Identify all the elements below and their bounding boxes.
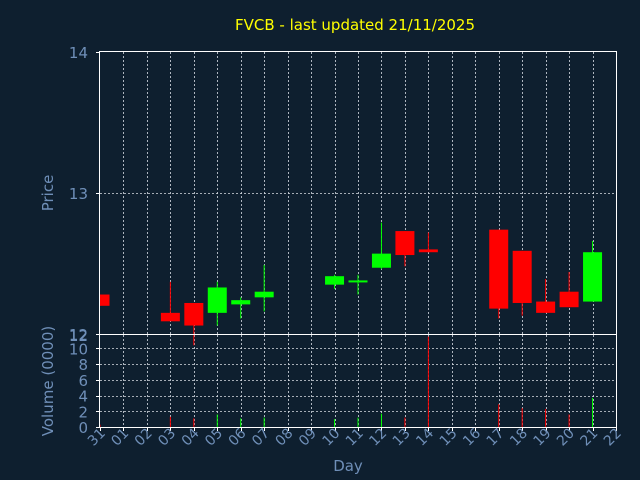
x-tick-label: 14 xyxy=(413,425,437,449)
x-tick-label: 16 xyxy=(460,425,484,449)
x-tick-label: 12 xyxy=(366,426,390,450)
volume-tick-label: 12 xyxy=(69,327,88,345)
x-tick-label: 03 xyxy=(155,426,179,450)
x-tick-label: 08 xyxy=(273,426,297,450)
candle-body xyxy=(512,250,532,303)
candle-body xyxy=(583,252,603,302)
candles xyxy=(99,222,603,346)
candle-body xyxy=(160,312,180,322)
x-tick-label: 18 xyxy=(507,426,531,450)
candle-body xyxy=(254,291,274,298)
x-tick-label: 19 xyxy=(531,426,555,450)
volume-tick-label: 0 xyxy=(78,419,88,437)
volume-bars xyxy=(99,336,594,427)
volume-grid xyxy=(100,335,616,427)
x-tick-label: 13 xyxy=(390,426,414,450)
price-tick-label: 12 xyxy=(69,326,88,344)
x-tick-label: 17 xyxy=(484,426,508,450)
price-tick-label: 13 xyxy=(69,185,88,203)
candle-body xyxy=(395,231,415,256)
volume-tick-label: 8 xyxy=(78,356,88,374)
volume-tick-label: 10 xyxy=(69,340,88,358)
x-tick-label: 15 xyxy=(437,426,461,450)
price-tick-label: 14 xyxy=(69,44,88,62)
x-axis-label: Day xyxy=(333,457,363,475)
candle-body xyxy=(348,280,368,283)
candle-body xyxy=(231,300,251,305)
x-tick-label: 05 xyxy=(202,426,226,450)
x-tick-label: 31 xyxy=(85,426,109,450)
x-tick-label: 10 xyxy=(319,426,343,450)
x-tick-label: 07 xyxy=(249,426,273,450)
volume-tick-label: 6 xyxy=(78,372,88,390)
chart-title: FVCB - last updated 21/11/2025 xyxy=(235,16,475,34)
x-tick-label: 01 xyxy=(108,426,132,450)
volume-tick-label: 4 xyxy=(78,388,88,406)
x-tick-label: 20 xyxy=(554,426,578,450)
candle-body xyxy=(559,291,579,308)
x-ticks: 31 01 02 03 04 05 06 07 08 09 10 11 12 13 14 15 16 17 18 19… xyxy=(85,425,625,449)
candle-body xyxy=(184,302,204,326)
x-tick-label: 22 xyxy=(601,426,625,450)
x-tick-label: 21 xyxy=(577,426,601,450)
candle-body xyxy=(371,253,391,268)
x-tick-label: 06 xyxy=(226,425,250,449)
x-tick-label: 09 xyxy=(296,426,320,450)
candle-body xyxy=(100,294,110,306)
price-axis-label: Price xyxy=(39,175,57,212)
price-grid xyxy=(100,52,616,334)
candle-body xyxy=(536,301,556,313)
x-tick-label: 11 xyxy=(343,426,367,450)
candle-body xyxy=(418,249,438,253)
x-tick-label: 04 xyxy=(179,425,203,449)
volume-tick-label: 2 xyxy=(78,403,88,421)
price-y-ticks: 12 13 14 xyxy=(69,44,100,344)
x-tick-label: 02 xyxy=(132,426,156,450)
candle-body xyxy=(325,276,345,285)
volume-axis-label: Volume (0000) xyxy=(39,326,57,436)
candle-body xyxy=(489,229,509,309)
candle-body xyxy=(207,287,227,313)
